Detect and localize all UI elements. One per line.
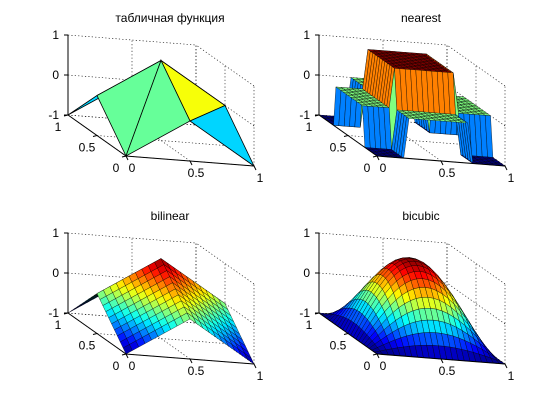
y-tick-label: 0 — [364, 161, 371, 175]
y-tick-label: 0.5 — [330, 141, 347, 155]
x-tick-label: 0 — [129, 359, 136, 373]
y-tick-label: 0.5 — [79, 339, 96, 353]
surface-facet — [189, 104, 256, 168]
x-tick-label: 0 — [380, 359, 387, 373]
y-tick-label: 0 — [113, 359, 120, 373]
x-tick-label: 1 — [508, 369, 515, 383]
x-tick-label: 0.5 — [439, 166, 456, 180]
x-tick-label: 0.5 — [439, 364, 456, 378]
z-tick-label: -1 — [48, 108, 59, 122]
y-tick-label: 0.5 — [79, 141, 96, 155]
z-tick-label: 0 — [52, 266, 59, 280]
x-tick-label: 1 — [508, 171, 515, 185]
y-tick-label: 0 — [113, 161, 120, 175]
x-tick-label: 1 — [257, 171, 264, 185]
z-tick-label: 1 — [303, 226, 310, 240]
z-tick-label: -1 — [299, 108, 310, 122]
y-tick-label: 1 — [306, 318, 313, 332]
z-tick-label: -1 — [48, 306, 59, 320]
surface-facet — [125, 59, 191, 157]
subplot-nearest: nearest 0 0.5 100.51-101 — [299, 11, 514, 185]
subplot-title: табличная функция — [115, 11, 224, 25]
y-tick-label: 1 — [306, 120, 313, 134]
z-tick-label: 0 — [52, 68, 59, 82]
y-tick-label: 0 — [364, 359, 371, 373]
x-tick-label: 0 — [380, 161, 387, 175]
z-tick-label: 0 — [303, 68, 310, 82]
x-tick-label: 0 — [129, 161, 136, 175]
subplot-bicubic: bicubic 0 0.5 100.51-101 — [299, 209, 514, 383]
subplot-title: nearest — [401, 11, 442, 25]
subplot-title: bicubic — [402, 209, 439, 223]
subplot-bilinear: bilinear 0 0.5 100.51-101 — [48, 209, 263, 383]
z-tick-label: 0 — [303, 266, 310, 280]
subplot-title: bilinear — [151, 209, 190, 223]
x-tick-label: 1 — [257, 369, 264, 383]
z-tick-label: 1 — [52, 226, 59, 240]
z-tick-label: -1 — [299, 306, 310, 320]
x-tick-label: 0.5 — [188, 166, 205, 180]
subplot-tabular-function: табличная функция 0 0.5 100.51-101 — [48, 11, 263, 185]
z-tick-label: 1 — [52, 28, 59, 42]
x-tick-label: 0.5 — [188, 364, 205, 378]
y-tick-label: 0.5 — [330, 339, 347, 353]
y-tick-label: 1 — [55, 120, 62, 134]
z-tick-label: 1 — [303, 28, 310, 42]
surface-cell — [244, 352, 255, 365]
y-tick-label: 1 — [55, 318, 62, 332]
